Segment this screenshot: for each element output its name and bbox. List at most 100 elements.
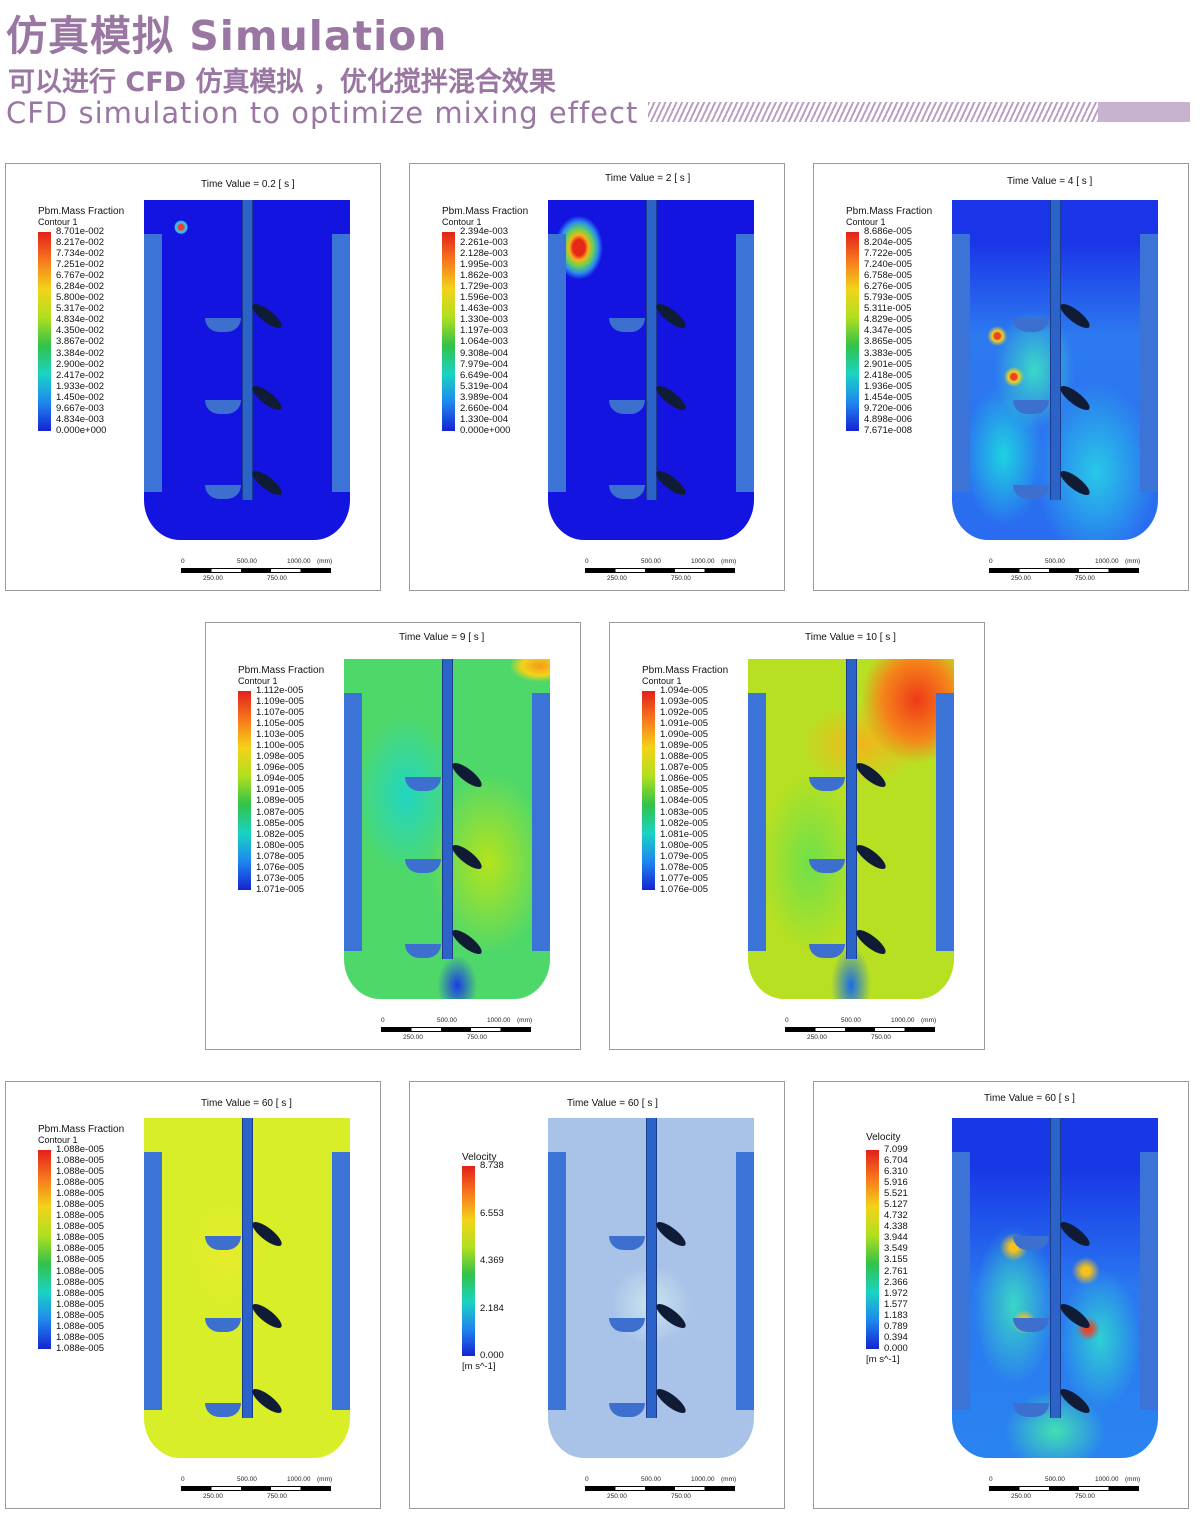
scale-label: 750.00 bbox=[267, 1493, 287, 1500]
legend-tick: 2.660e-004 bbox=[460, 402, 509, 414]
baffle-left bbox=[748, 693, 766, 951]
legend-tick: 6.649e-004 bbox=[460, 369, 509, 381]
scale-bar-graphic bbox=[181, 1486, 331, 1491]
legend-tick: 1.454e-005 bbox=[864, 391, 913, 403]
legend-tick: 8.204e-005 bbox=[864, 237, 913, 249]
baffle-left bbox=[144, 1152, 162, 1410]
impeller-blade bbox=[249, 1300, 285, 1332]
scale-label: 1000.00 bbox=[287, 558, 311, 565]
legend-tick: 1.088e-005 bbox=[56, 1144, 105, 1155]
scale-label: 250.00 bbox=[607, 1493, 627, 1500]
legend-tick: 2.761 bbox=[884, 1265, 908, 1277]
legend-tick: 1.096e-005 bbox=[256, 762, 305, 774]
impeller-blade bbox=[405, 777, 441, 791]
legend-tick: 3.549 bbox=[884, 1243, 908, 1255]
legend-tick: 1.088e-005 bbox=[56, 1298, 105, 1310]
legend-title: Pbm.Mass Fraction Contour 1 bbox=[846, 206, 932, 228]
time-value-label: Time Value = 2 [ s ] bbox=[605, 173, 691, 184]
time-value-label: Time Value = 60 [ s ] bbox=[201, 1098, 292, 1109]
legend-tick: 1.100e-005 bbox=[256, 740, 305, 752]
legend-tick: 1.085e-005 bbox=[256, 817, 305, 829]
agitator-shaft bbox=[646, 200, 657, 500]
legend-unit: [m s^-1] bbox=[866, 1354, 900, 1365]
scale-bar-graphic bbox=[585, 1486, 735, 1491]
scale-label: 500.00 bbox=[437, 1017, 457, 1024]
length-scale-bar: 0 500.00 1000.00 (mm) 250.00 750.00 bbox=[785, 1017, 955, 1043]
legend-variable: Velocity bbox=[866, 1132, 901, 1143]
legend-tick: 1.088e-005 bbox=[56, 1320, 105, 1332]
tank-contour bbox=[144, 1118, 350, 1458]
impeller-blade bbox=[609, 1318, 645, 1332]
legend-title: Pbm.Mass Fraction Contour 1 bbox=[642, 665, 728, 687]
tank-contour bbox=[144, 200, 350, 540]
legend-tick: 4.834e-002 bbox=[56, 314, 105, 326]
legend-unit: [m s^-1] bbox=[462, 1361, 496, 1372]
length-scale-bar: 0 500.00 1000.00 (mm) 250.00 750.00 bbox=[381, 1017, 551, 1043]
scale-bar-graphic bbox=[989, 568, 1139, 573]
baffle-right bbox=[1140, 234, 1158, 492]
baffle-left bbox=[344, 693, 362, 951]
legend-tick: 1.082e-005 bbox=[256, 828, 305, 840]
agitator-shaft bbox=[442, 659, 453, 959]
color-scale-bar bbox=[38, 1150, 51, 1349]
legend-tick: 3.865e-005 bbox=[864, 336, 913, 348]
legend-tick: 1.076e-005 bbox=[256, 861, 305, 873]
scale-bar-graphic bbox=[989, 1486, 1139, 1491]
time-value-label: Time Value = 60 [ s ] bbox=[567, 1098, 658, 1109]
legend-contour-name: Contour 1 bbox=[642, 676, 682, 686]
legend-tick: 2.418e-005 bbox=[864, 369, 913, 381]
legend-tick: 5.793e-005 bbox=[864, 292, 913, 304]
legend-tick: 6.276e-005 bbox=[864, 281, 913, 293]
legend-tick: 1.463e-003 bbox=[460, 303, 509, 315]
legend-variable: Pbm.Mass Fraction bbox=[238, 665, 325, 676]
impeller-blade bbox=[205, 318, 241, 332]
legend-tick: 0.000e+000 bbox=[460, 424, 511, 436]
scale-label: 0 bbox=[181, 558, 185, 565]
legend-tick: 4.347e-005 bbox=[864, 325, 913, 337]
simulation-panel-4: Time Value = 9 [ s ] Pbm.Mass Fraction Con… bbox=[205, 622, 581, 1050]
legend-tick: 6.704 bbox=[884, 1155, 908, 1167]
scale-label: (mm) bbox=[1125, 1476, 1141, 1483]
scale-label: 1000.00 bbox=[891, 1017, 915, 1024]
legend-tick: 1.088e-005 bbox=[56, 1232, 105, 1244]
legend-tick: 1.330e-004 bbox=[460, 413, 509, 425]
scale-label: (mm) bbox=[1125, 558, 1141, 565]
impeller-blade bbox=[249, 300, 285, 332]
legend-tick: 5.319e-004 bbox=[460, 380, 509, 392]
baffle-left bbox=[952, 1152, 970, 1410]
legend-tick: 2.261e-003 bbox=[460, 237, 509, 249]
tank-contour bbox=[952, 1118, 1158, 1458]
impeller-blade bbox=[205, 485, 241, 499]
baffle-right bbox=[736, 234, 754, 492]
scale-label: 750.00 bbox=[1075, 1493, 1095, 1500]
scale-label: (mm) bbox=[721, 1476, 737, 1483]
impeller-blade bbox=[249, 1385, 285, 1417]
legend-contour-name: Contour 1 bbox=[38, 217, 78, 227]
legend-tick: 1.084e-005 bbox=[660, 795, 709, 807]
tank-contour bbox=[748, 659, 954, 999]
scale-bar-graphic bbox=[785, 1027, 935, 1032]
legend-tick: 9.720e-006 bbox=[864, 402, 913, 414]
subtitle-english: CFD simulation to optimize mixing effect bbox=[6, 96, 639, 130]
legend-tick-labels: 7.099 6.704 6.310 5.916 5.521 5.127 4.732 4.338… bbox=[884, 1144, 908, 1355]
legend-tick: 1.933e-002 bbox=[56, 380, 105, 392]
scale-label: 250.00 bbox=[1011, 1493, 1031, 1500]
color-scale-bar bbox=[642, 691, 655, 890]
legend-tick: 1.073e-005 bbox=[256, 872, 305, 884]
scale-bar-graphic bbox=[381, 1027, 531, 1032]
impeller-blade bbox=[405, 859, 441, 873]
scale-label: 250.00 bbox=[1011, 575, 1031, 582]
legend-tick: 0.394 bbox=[884, 1331, 908, 1343]
scale-label: (mm) bbox=[921, 1017, 937, 1024]
legend-tick: 1.577 bbox=[884, 1298, 908, 1310]
legend-tick: 5.916 bbox=[884, 1177, 908, 1189]
legend-tick: 7.722e-005 bbox=[864, 248, 913, 260]
legend-tick: 1.091e-005 bbox=[256, 784, 305, 796]
legend-tick: 3.384e-002 bbox=[56, 347, 105, 359]
legend-tick: 4.732 bbox=[884, 1210, 908, 1222]
simulation-panel-7: Time Value = 60 [ s ] Velocity 8.738 6.553 4… bbox=[409, 1081, 785, 1509]
subtitle-chinese: 可以进行 CFD 仿真模拟 ，优化搅拌混合效果 bbox=[8, 67, 556, 98]
impeller-blade bbox=[853, 841, 889, 873]
legend-title: Pbm.Mass Fraction Contour 1 bbox=[442, 206, 528, 228]
scale-label: 500.00 bbox=[237, 558, 257, 565]
